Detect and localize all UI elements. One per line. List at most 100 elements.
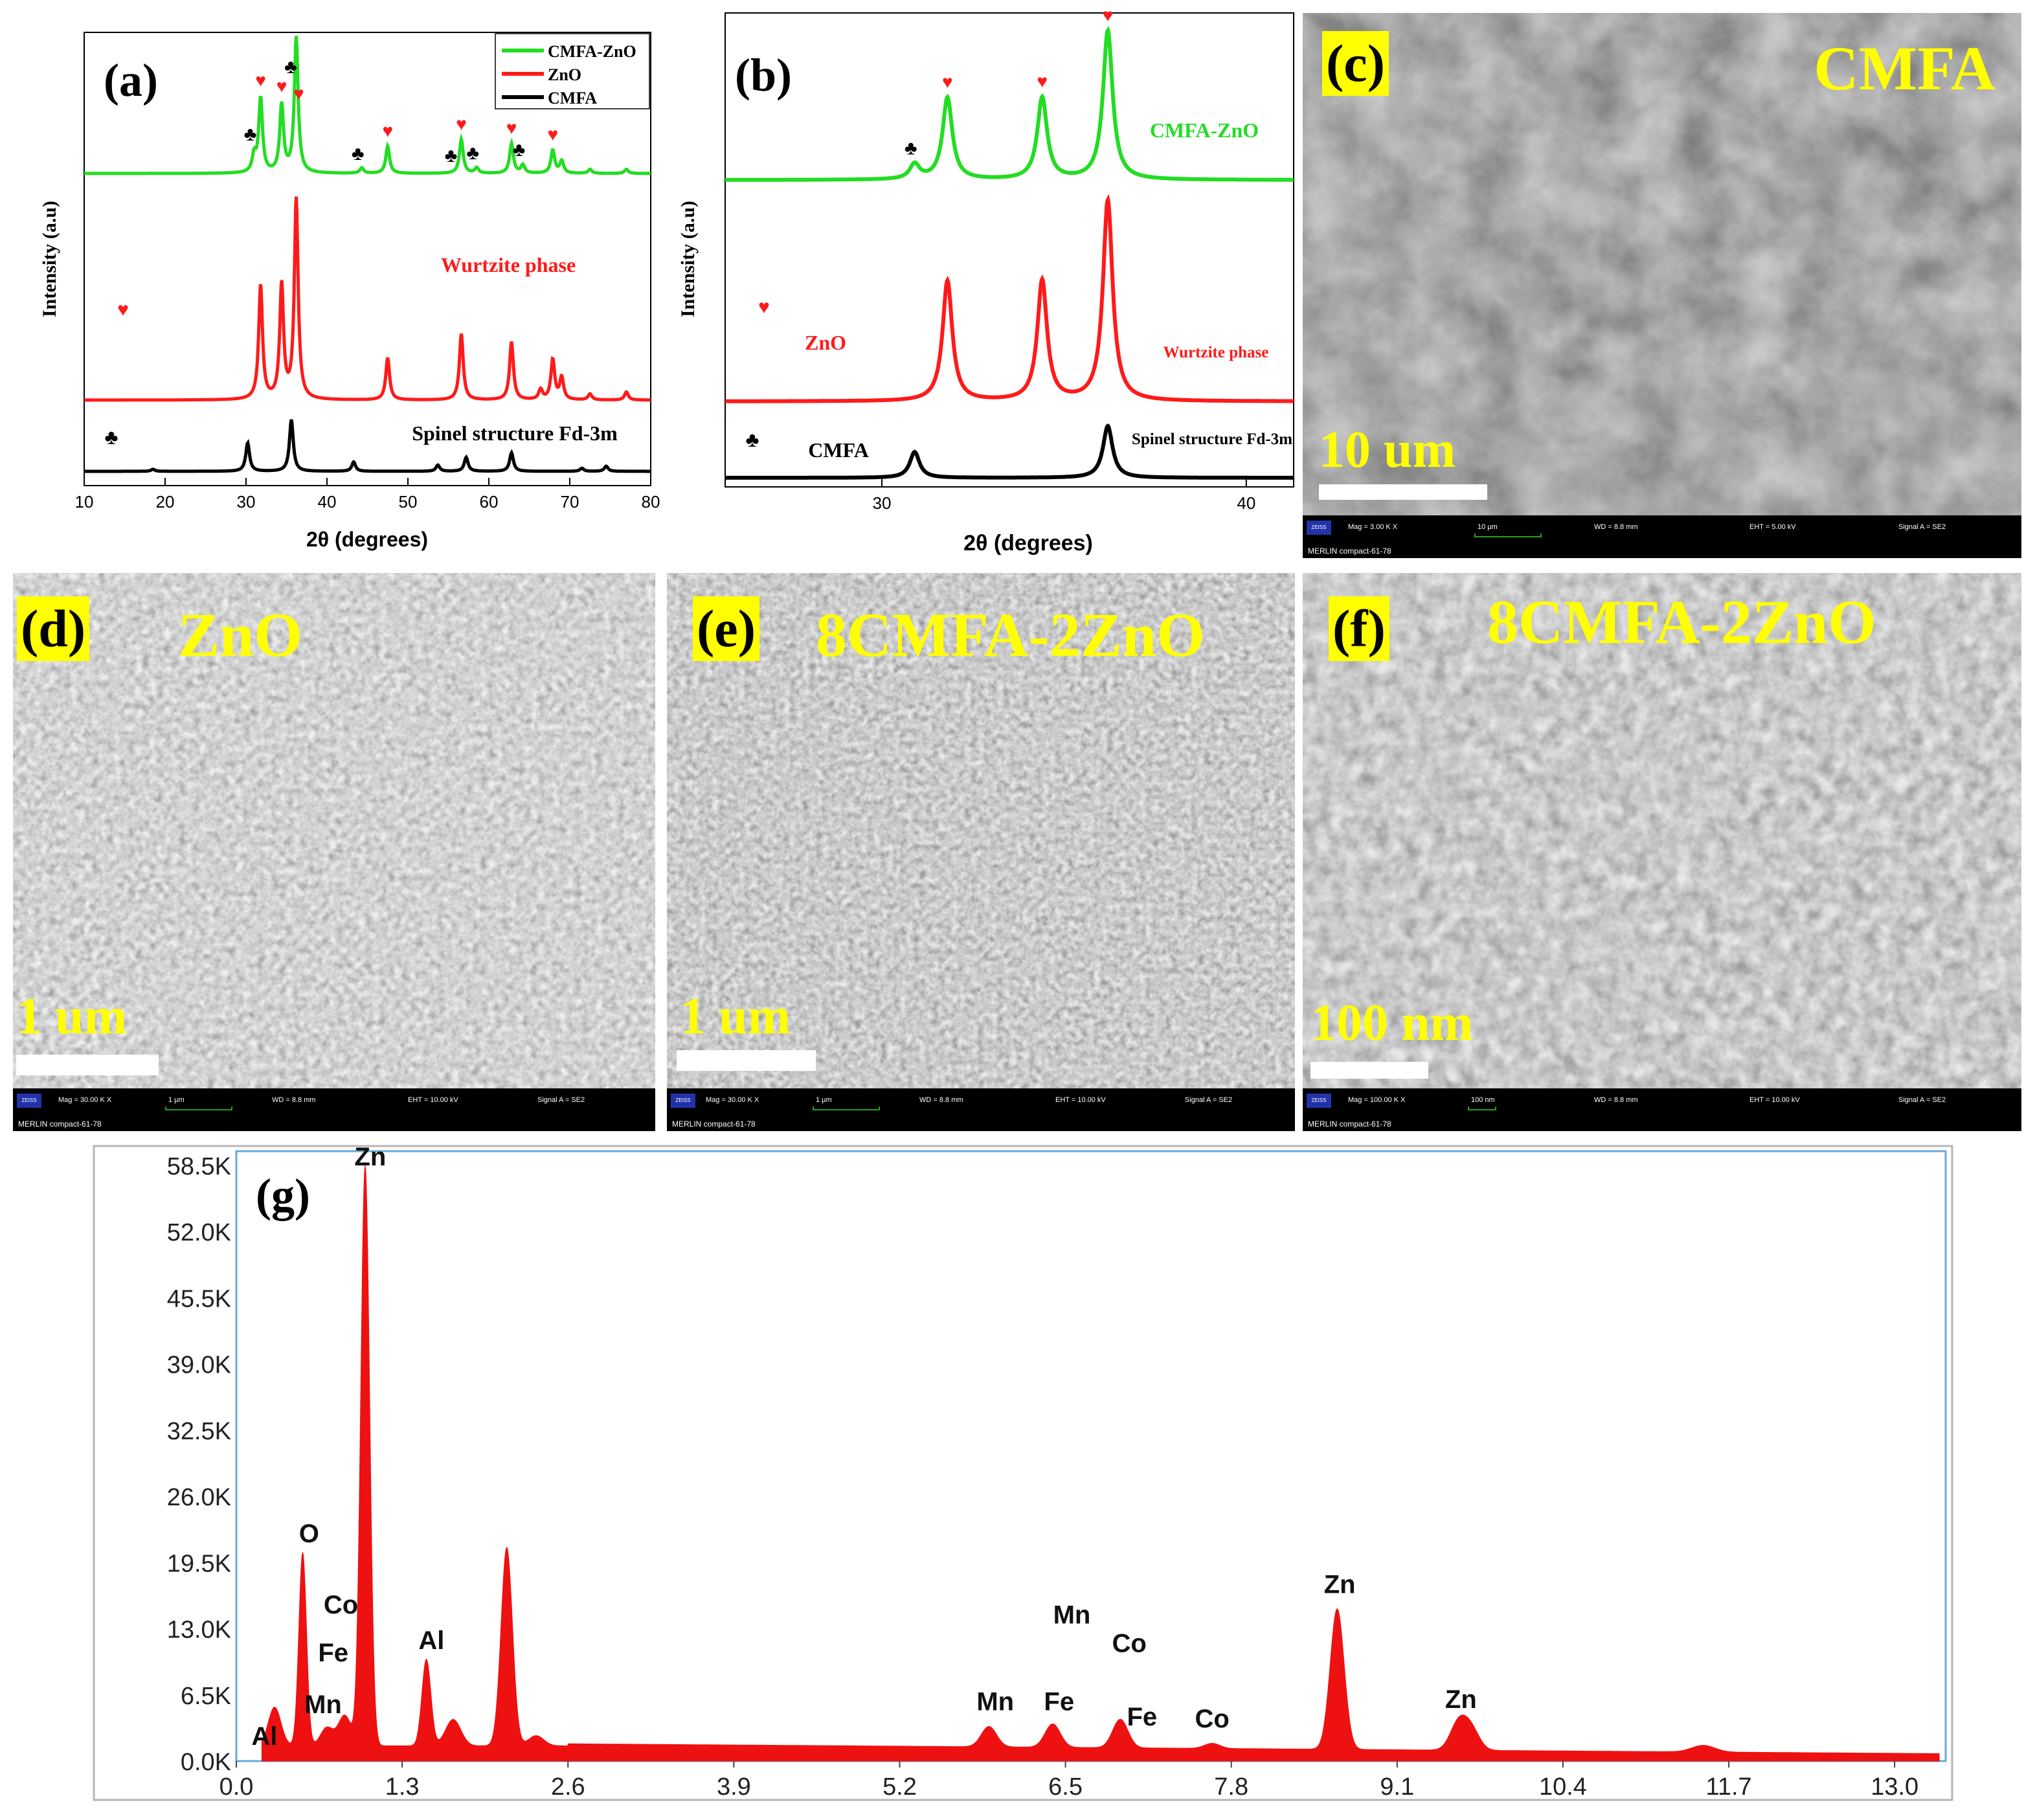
- annotation-zno: ZnO: [805, 331, 846, 354]
- legend-entry: CMFA: [548, 89, 597, 107]
- series-line-cmfa: [84, 419, 651, 473]
- panel-label: (g): [256, 1169, 310, 1221]
- x-tick-label: 20: [156, 492, 175, 511]
- panel-label: (b): [735, 49, 792, 101]
- club-marker: ♣: [513, 139, 526, 161]
- plot-frame: [84, 32, 651, 486]
- heart-marker: ♥: [547, 125, 558, 145]
- y-tick-label: 45.5K: [167, 1285, 231, 1312]
- panel-label: (d): [17, 596, 90, 661]
- eht-readout: EHT = 10.00 kV: [1055, 1096, 1106, 1104]
- x-tick-label: 2.6: [551, 1773, 585, 1801]
- club-marker: ♣: [445, 145, 458, 166]
- club-key-marker: ♣: [105, 425, 118, 449]
- scale-label: 1 um: [680, 988, 791, 1045]
- wd-readout: WD = 8.8 mm: [1594, 523, 1638, 531]
- club-marker: ♣: [244, 124, 257, 145]
- x-tick-label: 0.0: [219, 1773, 254, 1801]
- zeiss-logo: ZEISS: [17, 1094, 41, 1108]
- element-label: Co: [1195, 1705, 1230, 1733]
- xrd-chart-b: ♥ ♥ ♥ ♣ 30 40 (b) Intensity (a.u) 2θ (degree…: [677, 6, 1294, 556]
- x-tick-label: 11.7: [1706, 1773, 1752, 1801]
- legend: CMFA-ZnO ZnO CMFA: [495, 33, 650, 109]
- instrument-name: MERLIN compact-61-78: [672, 1119, 756, 1129]
- plot-frame: [725, 12, 1294, 488]
- info-scale-bar: [1474, 534, 1542, 537]
- y-tick-label: 6.5K: [181, 1683, 231, 1710]
- panel-label: (c): [1322, 31, 1389, 96]
- x-tick-label: 80: [642, 492, 660, 511]
- scale-readout: 1 µm: [816, 1096, 832, 1104]
- y-tick-label: 13.0K: [167, 1617, 231, 1644]
- x-tick-label: 3.9: [717, 1773, 751, 1801]
- wd-readout: WD = 8.8 mm: [1594, 1096, 1638, 1104]
- element-label: Al: [251, 1722, 277, 1751]
- club-marker: ♣: [352, 143, 365, 164]
- annotation-cmfa-zno: CMFA-ZnO: [1150, 118, 1259, 142]
- x-tick-label: 30: [237, 492, 256, 511]
- edx-panel-g: 0.0 1.3 2.6 3.9 5.2 6.5 7.8 9.1 10.4 11.7 13.0 0.0K…: [91, 1140, 1955, 1806]
- xrd-panel-b: ♥ ♥ ♥ ♣ 30 40 (b) Intensity (a.u) 2θ (degree…: [667, 0, 1301, 563]
- sem-info-bar: ZEISS Mag = 30.00 K X 1 µm WD = 8.8 mm E…: [13, 1088, 655, 1131]
- x-tick-label: 9.1: [1380, 1773, 1414, 1801]
- x-tick-label: 50: [399, 492, 418, 511]
- annotation-cmfa: CMFA: [808, 438, 869, 462]
- x-tick-label: 10: [75, 492, 94, 511]
- element-label: O: [299, 1520, 319, 1548]
- series-line-cmfa: [725, 423, 1294, 480]
- scale-bar: [1310, 1062, 1428, 1079]
- sample-title: 8CMFA-2ZnO: [816, 600, 1205, 669]
- x-tick-label: 1.3: [385, 1773, 420, 1801]
- club-marker: ♣: [284, 56, 297, 78]
- mag-readout: Mag = 30.00 K X: [706, 1096, 759, 1104]
- legend-entry: ZnO: [548, 65, 581, 84]
- heart-key-marker: ♥: [758, 297, 770, 318]
- sem-info-bar: ZEISS Mag = 100.00 K X 100 nm WD = 8.8 m…: [1303, 1088, 2021, 1131]
- series-line-cmfa-zno: [725, 26, 1294, 182]
- instrument-name: MERLIN compact-61-78: [1308, 546, 1391, 556]
- outer-frame: [93, 1145, 1953, 1801]
- instrument-name: MERLIN compact-61-78: [18, 1119, 102, 1129]
- panel-label: (f): [1329, 596, 1389, 661]
- element-label: Co: [1112, 1630, 1146, 1658]
- x-tick-label: 40: [318, 492, 337, 511]
- club-marker: ♣: [466, 142, 479, 164]
- info-scale-bar: [813, 1107, 880, 1110]
- x-tick-label: 30: [873, 493, 892, 513]
- zeiss-logo: ZEISS: [671, 1094, 695, 1108]
- panel-label: (a): [104, 54, 158, 106]
- heart-marker: ♥: [942, 73, 953, 93]
- x-tick-label: 13.0: [1871, 1773, 1918, 1801]
- scale-bar: [1319, 484, 1487, 500]
- mag-readout: Mag = 30.00 K X: [58, 1096, 112, 1104]
- series-line-zno: [725, 194, 1294, 403]
- signal-readout: Signal A = SE2: [1898, 1096, 1946, 1104]
- element-label: Mn: [304, 1691, 342, 1719]
- element-label: Co: [324, 1591, 358, 1619]
- xrd-panel-a: ♥ ♥ ♥ ♥ ♥ ♥ ♥ ♣ ♣ ♣ ♣ ♣ ♣ 10 20 30 40 50 60 70 80 (a) Inten…: [0, 0, 667, 563]
- y-tick-label: 39.0K: [167, 1352, 231, 1379]
- element-label: Al: [418, 1626, 444, 1655]
- sem-texture: [667, 573, 1295, 1131]
- element-label: Zn: [1445, 1685, 1477, 1714]
- scale-bar: [16, 1055, 159, 1075]
- y-axis-label: Intensity (a.u): [39, 201, 60, 317]
- panel-label: (e): [693, 596, 760, 661]
- x-tick-label: 70: [561, 492, 579, 511]
- element-label: Mn: [976, 1687, 1014, 1716]
- x-tick-label: 40: [1237, 493, 1255, 513]
- sem-info-bar: ZEISS Mag = 30.00 K X 1 µm WD = 8.8 mm E…: [667, 1088, 1295, 1131]
- sem-info-bar: ZEISS Mag = 3.00 K X 10 µm WD = 8.8 mm E…: [1303, 515, 2021, 558]
- y-axis-label: Intensity (a.u): [677, 201, 699, 317]
- heart-marker: ♥: [456, 115, 467, 135]
- signal-readout: Signal A = SE2: [537, 1096, 585, 1104]
- scale-bar: [677, 1050, 816, 1071]
- scale-label: 100 nm: [1310, 994, 1474, 1051]
- heart-marker: ♥: [382, 122, 393, 142]
- scale-readout: 100 nm: [1471, 1096, 1495, 1104]
- scale-label: 10 um: [1319, 421, 1456, 478]
- y-tick-label: 52.0K: [167, 1219, 231, 1246]
- sem-image-c: (c) CMFA 10 um ZEISS Mag = 3.00 K X 10 µ…: [1303, 13, 2021, 558]
- series-line-zno: [84, 196, 651, 402]
- y-tick-label: 0.0K: [181, 1749, 231, 1776]
